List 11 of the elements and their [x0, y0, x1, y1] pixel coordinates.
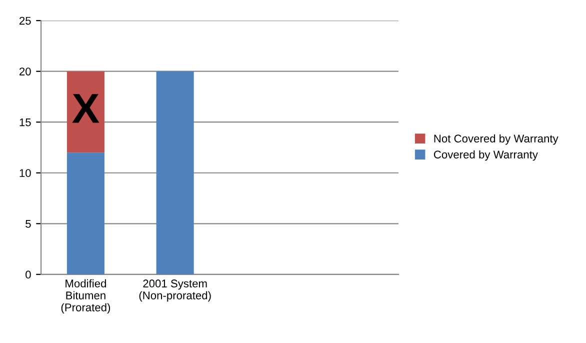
- legend-label: Covered by Warranty: [434, 150, 538, 161]
- y-tick-label: 0: [26, 270, 31, 279]
- y-tick-label: 20: [20, 68, 31, 76]
- x-tick-label: Modified Bitumen (Prorated): [61, 279, 110, 314]
- y-tick-label: 15: [20, 118, 31, 126]
- y-tick-label: 25: [20, 16, 31, 25]
- y-tick-label: 5: [26, 220, 31, 228]
- annotation: X: [72, 94, 100, 123]
- x-tick-label: 2001 System (Non-prorated): [139, 280, 211, 302]
- y-tick-label: 10: [20, 169, 31, 178]
- legend-label: Not Covered by Warranty: [434, 134, 558, 145]
